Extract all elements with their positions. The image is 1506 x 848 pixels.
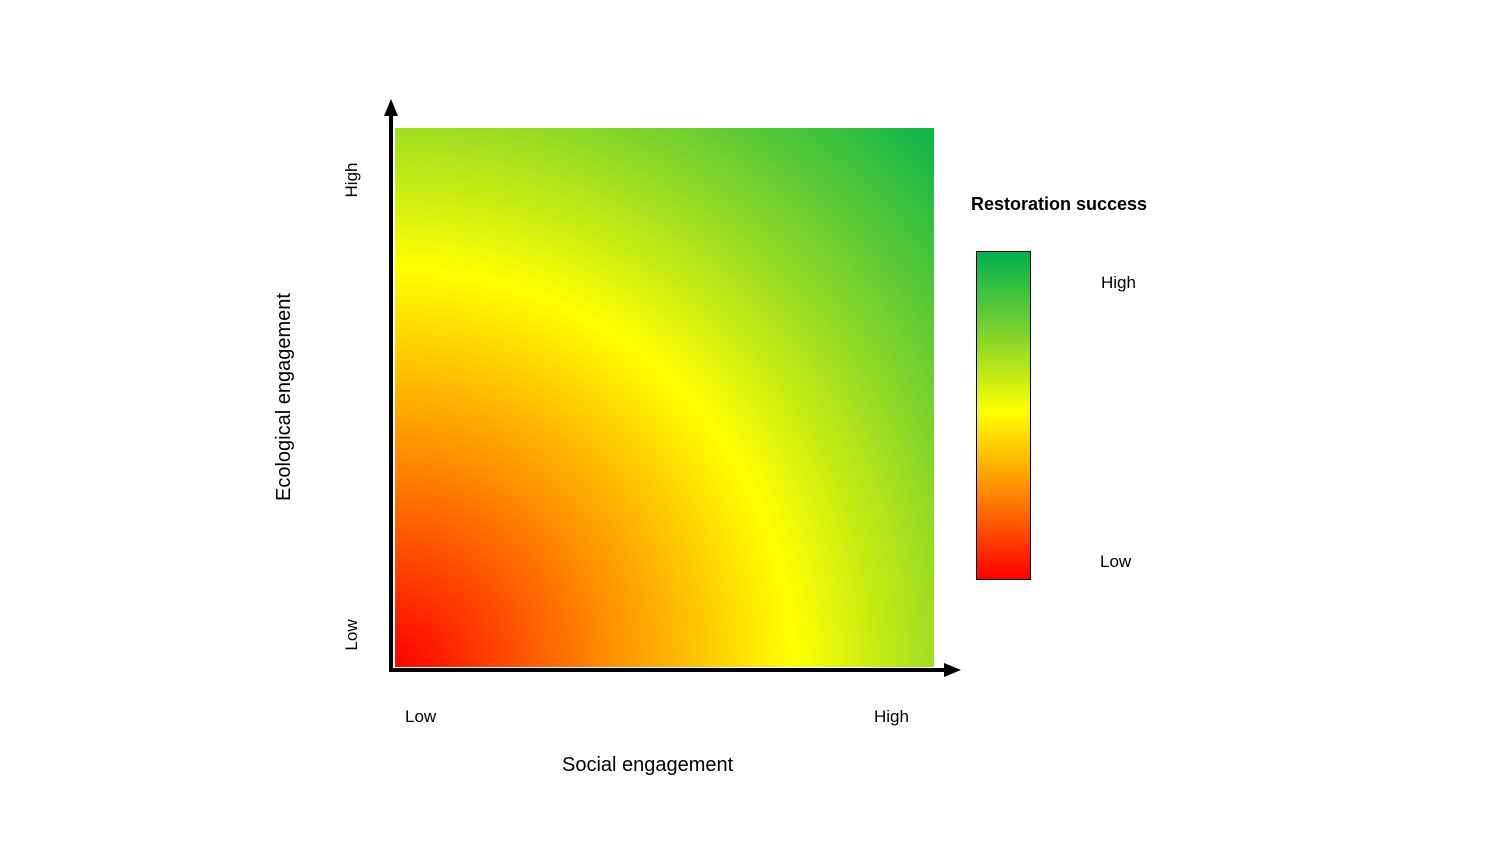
legend-color-bar <box>976 251 1031 580</box>
y-axis-low-label: Low <box>342 619 361 651</box>
y-axis-high-label: High <box>342 162 361 198</box>
heatmap-gradient-graphic <box>395 128 934 667</box>
restoration-success-heatmap <box>395 128 934 667</box>
x-axis-high-label: High <box>874 707 909 726</box>
y-axis-title: Ecological engagement <box>273 293 295 501</box>
heatmap-gradient-rect <box>395 128 934 667</box>
x-axis-title: Social engagement <box>562 754 734 776</box>
legend-high-label: High <box>1101 273 1136 292</box>
legend-title: Restoration success <box>971 194 1148 214</box>
x-axis-arrowhead <box>944 663 961 677</box>
legend-low-label: Low <box>1100 552 1132 571</box>
x-axis-low-label: Low <box>405 707 437 726</box>
y-axis-arrowhead <box>384 99 398 116</box>
